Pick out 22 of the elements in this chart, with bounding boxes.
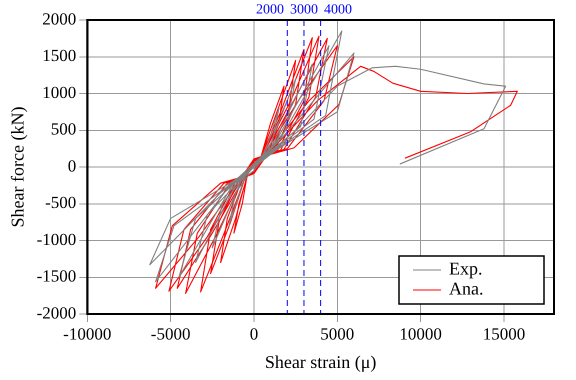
ref-line-label: 2000 (256, 2, 284, 18)
legend-label: Ana. (449, 278, 484, 299)
x-tick-label: 5000 (320, 324, 354, 344)
y-tick-label: -500 (45, 193, 76, 212)
y-tick-label: 0 (68, 156, 76, 176)
x-tick-label: 10000 (399, 324, 442, 344)
y-tick-label: 1500 (42, 46, 76, 66)
x-tick-label: -5000 (150, 324, 190, 344)
ref-line-label: 4000 (324, 2, 352, 18)
x-axis-title: Shear strain (μ) (264, 352, 376, 372)
y-tick-label: 500 (50, 120, 76, 139)
y-axis-title: Shear force (kN) (8, 106, 28, 228)
y-tick-label: 1000 (42, 82, 76, 102)
x-tick-label: 0 (250, 324, 258, 344)
y-tick-label: -1000 (36, 230, 76, 249)
x-tick-label: -10000 (63, 324, 112, 344)
y-tick-label: -1500 (36, 266, 76, 286)
ref-line-label: 3000 (290, 2, 318, 18)
legend-label: Exp. (449, 258, 482, 279)
y-tick-label: -2000 (36, 303, 76, 322)
y-tick-label: 2000 (42, 9, 76, 28)
x-tick-label: 15000 (482, 324, 526, 344)
